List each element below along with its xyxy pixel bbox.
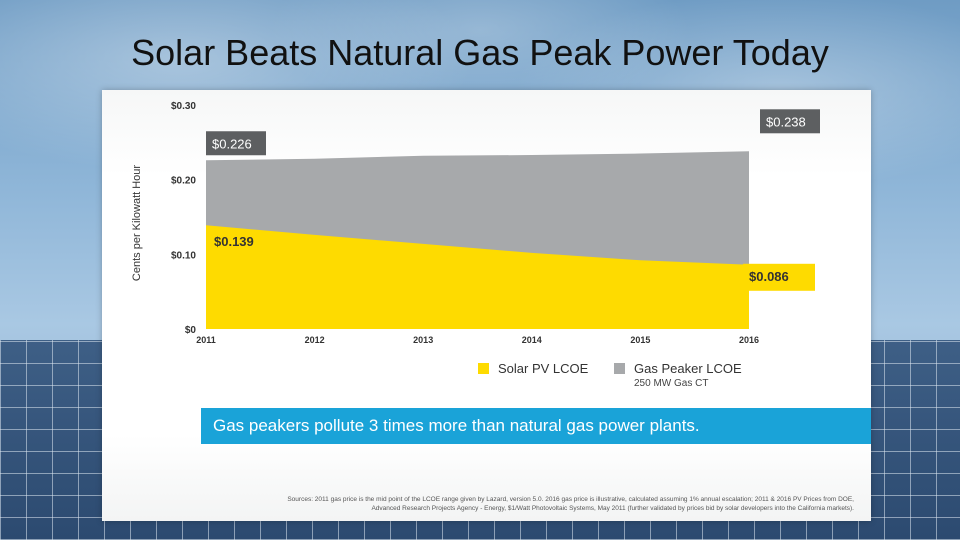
x-tick-label: 2015 xyxy=(630,335,650,345)
x-tick-label: 2011 xyxy=(196,335,216,345)
legend-label-gas: Gas Peaker LCOE xyxy=(634,361,742,376)
y-tick-label: $0.30 xyxy=(171,101,196,112)
legend-item-solar: Solar PV LCOE xyxy=(478,361,588,376)
value-label-box xyxy=(760,109,820,134)
pollution-banner: Gas peakers pollute 3 times more than na… xyxy=(201,408,871,444)
legend-sublabel-gas: 250 MW Gas CT xyxy=(634,378,709,389)
sources-line-1: Sources: 2011 gas price is the mid point… xyxy=(287,496,854,503)
x-tick-label: 2013 xyxy=(413,335,433,345)
legend-swatch-solar xyxy=(478,363,489,374)
value-label-box xyxy=(206,131,266,156)
x-tick-label: 2016 xyxy=(739,335,759,345)
y-axis-label: Cents per Kilowatt Hour xyxy=(131,165,143,281)
y-tick-label: $0 xyxy=(185,325,197,336)
x-tick-label: 2014 xyxy=(522,335,542,345)
y-tick-label: $0.20 xyxy=(171,176,196,187)
value-label: $0.139 xyxy=(214,234,254,249)
value-label: $0.226 xyxy=(212,136,252,151)
legend-swatch-gas xyxy=(614,363,625,374)
value-label-box xyxy=(743,263,815,291)
chart-card: $0 $0.10 $0.20 $0.30 2011 2012 2013 2014 2015 201… xyxy=(102,90,871,521)
value-label: $0.086 xyxy=(749,269,789,284)
y-tick-label: $0.10 xyxy=(171,250,196,261)
legend-label-solar: Solar PV LCOE xyxy=(498,361,589,376)
x-tick-label: 2012 xyxy=(305,335,325,345)
area-solar-pv xyxy=(206,225,749,329)
sources-footnote: Sources: 2011 gas price is the mid point… xyxy=(142,495,854,513)
slide-title: Solar Beats Natural Gas Peak Power Today xyxy=(131,32,829,73)
lcoe-area-chart: $0 $0.10 $0.20 $0.30 2011 2012 2013 2014 2015 201… xyxy=(131,101,820,345)
legend-item-gas: Gas Peaker LCOE xyxy=(614,361,742,376)
sources-line-2: Advanced Research Projects Agency - Ener… xyxy=(371,505,854,512)
value-label: $0.238 xyxy=(766,114,806,129)
